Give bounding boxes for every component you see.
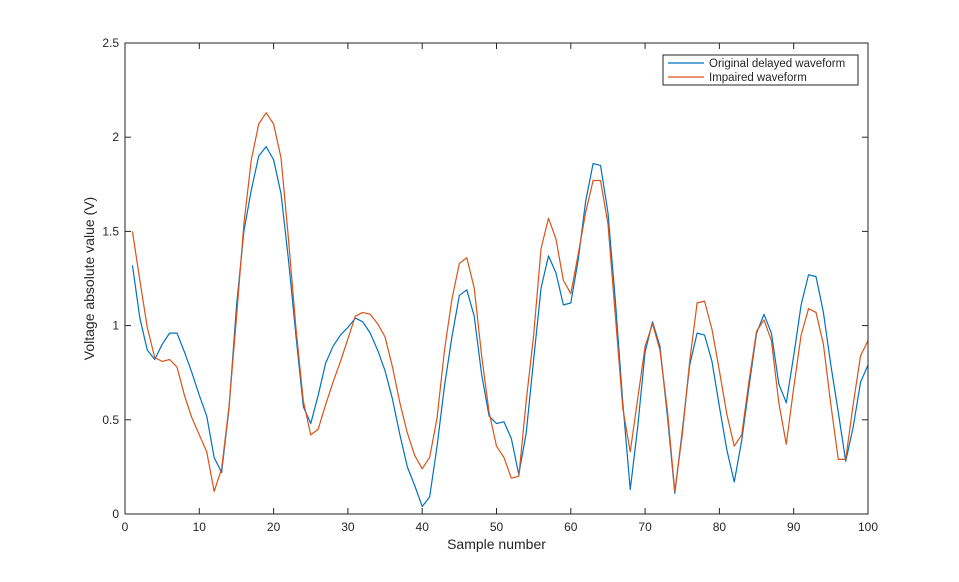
y-tick-label: 1 <box>112 319 119 333</box>
series-line-0 <box>131 146 869 508</box>
legend-box <box>662 54 859 86</box>
legend: Original delayed waveform Impaired wavef… <box>662 54 859 86</box>
y-tick-label: 2 <box>112 130 119 144</box>
y-tick-label: 0 <box>112 507 119 521</box>
x-tick-label: 60 <box>564 520 578 534</box>
x-tick-label: 20 <box>267 520 281 534</box>
x-tick-label: 90 <box>787 520 801 534</box>
legend-label-impaired: Impaired waveform <box>709 72 807 84</box>
x-tick-label: 40 <box>416 520 430 534</box>
x-axis-label: Sample number <box>447 536 546 552</box>
y-tick-label: 0.5 <box>102 413 119 427</box>
x-tick-label: 0 <box>122 520 129 534</box>
plot-background <box>125 43 868 514</box>
series-line-1 <box>131 112 869 492</box>
legend-label-original: Original delayed waveform <box>709 58 845 70</box>
series-layer <box>131 112 869 508</box>
x-tick-label: 30 <box>341 520 355 534</box>
y-tick-label: 1.5 <box>102 224 119 238</box>
x-tick-label: 50 <box>490 520 504 534</box>
x-tick-label: 100 <box>858 520 878 534</box>
ticks-layer: 0 10 20 30 40 50 60 70 80 90 100 0 0.5 1 1.5 2 2.5 <box>102 36 878 534</box>
y-axis-label: Voltage absolute value (V) <box>81 197 97 360</box>
x-tick-label: 70 <box>638 520 652 534</box>
x-tick-label: 80 <box>713 520 727 534</box>
y-tick-label: 2.5 <box>102 36 119 50</box>
x-tick-label: 10 <box>193 520 207 534</box>
